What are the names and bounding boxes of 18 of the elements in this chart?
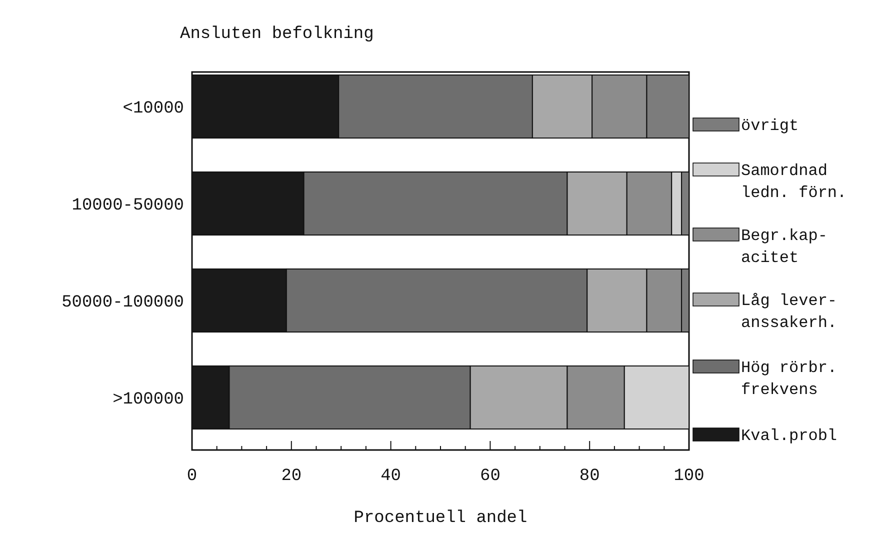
y-tick-label: 50000-100000 bbox=[62, 293, 184, 312]
y-tick-label: 10000-50000 bbox=[72, 196, 184, 216]
x-tick-label: 100 bbox=[674, 467, 704, 486]
legend-label: Begr.kap- acitet bbox=[741, 227, 828, 267]
y-tick-label: >100000 bbox=[112, 390, 184, 410]
legend-label: Kval.probl bbox=[741, 427, 838, 445]
x-tick-label: 60 bbox=[480, 467, 500, 486]
legend-label: Låg lever- anssakerh. bbox=[741, 292, 838, 332]
legend-label: Samordnad ledn. förn. bbox=[741, 162, 847, 202]
x-tick-label: 0 bbox=[186, 467, 198, 486]
x-tick-label: 40 bbox=[380, 467, 402, 486]
legend-label: Hög rörbr. frekvens bbox=[741, 359, 838, 399]
legend-label: övrigt bbox=[741, 117, 799, 135]
x-axis-title: Procentuell andel bbox=[354, 509, 528, 528]
y-tick-label: <10000 bbox=[122, 99, 184, 118]
x-tick-label: 80 bbox=[579, 467, 600, 486]
x-tick-label: 20 bbox=[281, 467, 302, 486]
chart-title: Ansluten befolkning bbox=[180, 25, 374, 44]
